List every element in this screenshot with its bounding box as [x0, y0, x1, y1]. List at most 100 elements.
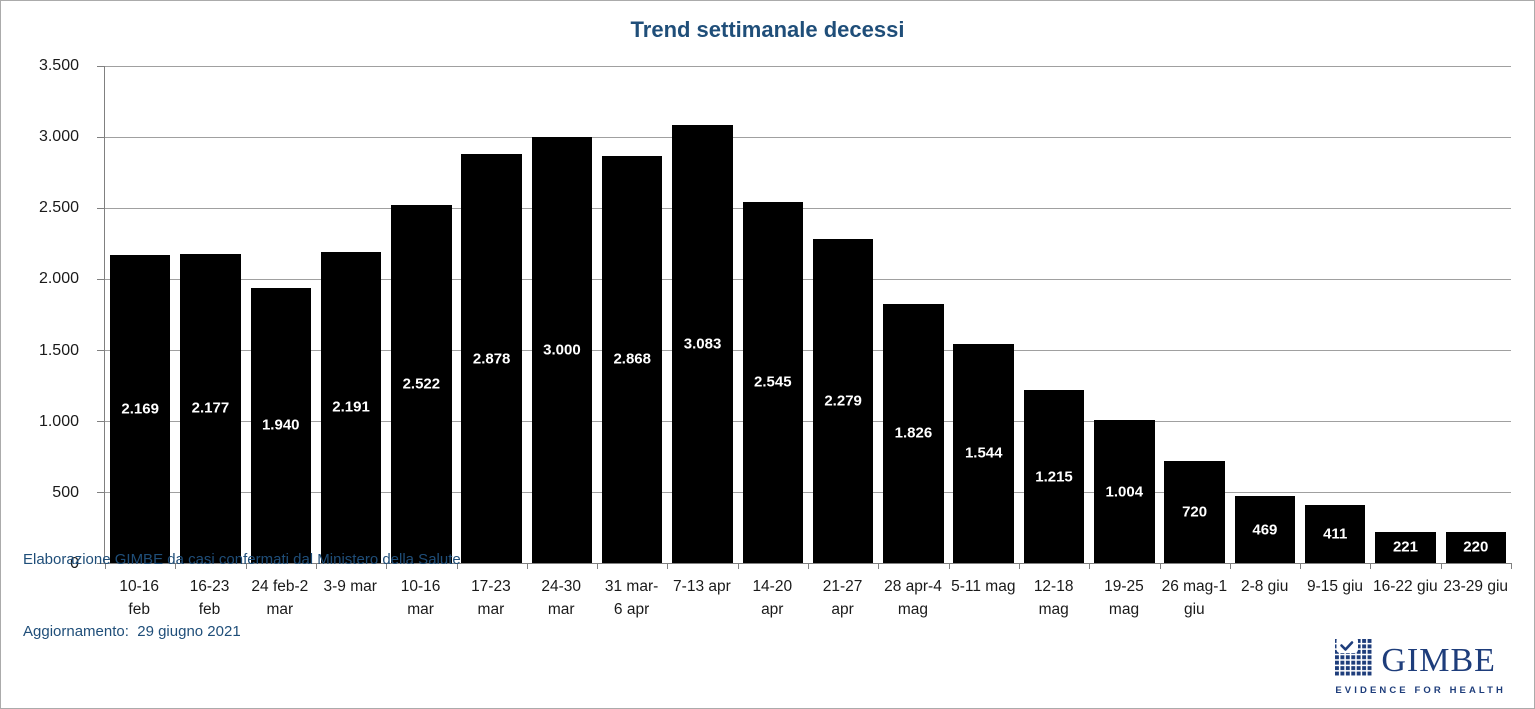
x-tick-label: 24 feb-2 mar: [251, 578, 309, 619]
x-tick-label: 23-29 giu: [1443, 578, 1509, 595]
y-tick-label: 0: [70, 555, 79, 572]
x-tick-label: 26 mag-1 giu: [1161, 578, 1228, 619]
bar-value-label: 2.878: [472, 350, 511, 368]
gridline: [105, 66, 1511, 67]
x-label-cell: 2-8 giu: [1230, 575, 1300, 622]
y-axis-tick: [97, 208, 104, 209]
bar-cell: 2.878: [456, 66, 526, 563]
y-axis-tick: [97, 66, 104, 67]
bar-cell: 2.177: [175, 66, 245, 563]
bar-value-label: 2.177: [191, 399, 230, 417]
bar: 2.522: [391, 204, 452, 563]
x-label-cell: 26 mag-1 giu: [1159, 575, 1229, 622]
gridline: [105, 208, 1511, 209]
x-axis-tick: [878, 563, 880, 569]
x-label-cell: 24 feb-2 mar: [245, 575, 315, 622]
x-tick-label: 12-18 mag: [1033, 578, 1074, 619]
x-axis-tick: [737, 563, 739, 569]
x-label-cell: 19-25 mag: [1089, 575, 1159, 622]
x-label-cell: 14-20 apr: [737, 575, 807, 622]
bar-cell: 1.215: [1019, 66, 1089, 563]
x-axis-tick: [105, 563, 106, 569]
bar-value-label: 469: [1252, 521, 1278, 539]
bar: 469: [1234, 496, 1296, 563]
x-tick-label: 28 apr-4 mag: [884, 578, 942, 619]
bar-cell: 2.545: [738, 66, 808, 563]
bar: 411: [1304, 504, 1366, 563]
bar-cell: 1.544: [949, 66, 1019, 563]
gridline: [105, 350, 1511, 351]
bar: 2.177: [180, 253, 241, 563]
chart-title: Trend settimanale decessi: [630, 17, 905, 42]
bar-cell: 2.169: [105, 66, 175, 563]
x-label-cell: 12-18 mag: [1018, 575, 1088, 622]
x-axis-tick: [1018, 563, 1020, 569]
x-axis-tick: [175, 563, 177, 569]
bar-value-label: 220: [1463, 538, 1489, 556]
x-axis-tick: [1229, 563, 1231, 569]
x-axis-tick: [456, 563, 458, 569]
x-label-cell: 5-11 mag: [948, 575, 1018, 622]
bar-value-label: 1.004: [1105, 483, 1144, 501]
bar-value-label: 1.940: [261, 416, 300, 434]
y-tick-label: 2.500: [38, 199, 79, 217]
bar-value-label: 720: [1182, 503, 1208, 521]
bar-value-label: 2.545: [754, 373, 792, 391]
gridline: [105, 137, 1511, 138]
x-tick-label: 2-8 giu: [1240, 578, 1289, 595]
y-axis-labels: 3.500 3.000 2.500 2.000 1.500 1.000 500 0: [1, 57, 87, 572]
bar-cell: 2.191: [316, 66, 386, 563]
y-axis-tick: [97, 279, 104, 280]
bar: 3.083: [672, 125, 733, 563]
bar-cell: 1.940: [246, 66, 316, 563]
x-tick-label: 3-9 mar: [323, 578, 377, 595]
x-label-cell: 10-16 mar: [385, 575, 455, 622]
x-label-cell: 21-27 apr: [807, 575, 877, 622]
bar-cell: 3.000: [527, 66, 597, 563]
x-label-cell: 3-9 mar: [315, 575, 385, 622]
bar-cell: 3.083: [667, 66, 737, 563]
x-label-cell: 10-16 feb: [104, 575, 174, 622]
bar-cell: 1.004: [1089, 66, 1159, 563]
x-tick-label: 31 mar- 6 apr: [604, 578, 659, 619]
source-note: Elaborazione GIMBE da casi confermati da…: [23, 551, 461, 568]
plot-area: 2.169 2.177 1.940 2.191 2.522 2.878 3.000 2.868…: [97, 66, 1512, 569]
x-tick-label: 5-11 mag: [951, 578, 1016, 595]
x-axis-tick: [808, 563, 809, 569]
x-axis-tick: [315, 563, 317, 569]
x-axis-tick: [1511, 563, 1512, 569]
x-tick-label: 10-16 feb: [119, 578, 159, 619]
bar: 220: [1445, 531, 1507, 563]
bar-cell: 2.868: [597, 66, 667, 563]
bar: 2.878: [461, 154, 522, 563]
x-axis-tick: [386, 563, 388, 569]
bar: 1.544: [953, 343, 1014, 563]
x-label-cell: 17-23 mar: [456, 575, 526, 622]
x-tick-label: 10-16 mar: [400, 578, 441, 619]
bar-value-label: 221: [1392, 538, 1418, 556]
bar: 2.279: [812, 239, 874, 563]
bar-value-label: 2.868: [613, 350, 651, 368]
x-axis-tick: [245, 563, 247, 569]
x-tick-label: 7-13 apr: [673, 578, 731, 595]
y-tick-label: 2.000: [38, 270, 79, 288]
x-tick-label: 24-30 mar: [541, 578, 582, 619]
bar-value-label: 1.826: [894, 424, 933, 442]
bar: 2.169: [109, 255, 171, 563]
bar: 1.940: [250, 287, 311, 563]
y-axis-tick: [97, 492, 104, 493]
gimbe-logo-wordmark: GIMBE: [1381, 641, 1496, 679]
x-tick-label: 16-22 giu: [1373, 578, 1438, 595]
y-tick-label: 1.000: [38, 412, 79, 430]
bar: 1.004: [1094, 420, 1155, 563]
gridline: [105, 492, 1511, 493]
x-tick-label: 19-25 mag: [1104, 578, 1144, 619]
x-label-cell: 28 apr-4 mag: [878, 575, 948, 622]
bar: 1.215: [1023, 390, 1085, 563]
x-tick-label: 9-15 giu: [1307, 578, 1364, 595]
bar-cell: 469: [1230, 66, 1300, 563]
update-note: Aggiornamento: 29 giugno 2021: [23, 623, 241, 640]
gimbe-logo-tagline: EVIDENCE FOR HEALTH: [1335, 685, 1506, 696]
x-tick-label: 16-23 feb: [189, 578, 230, 619]
